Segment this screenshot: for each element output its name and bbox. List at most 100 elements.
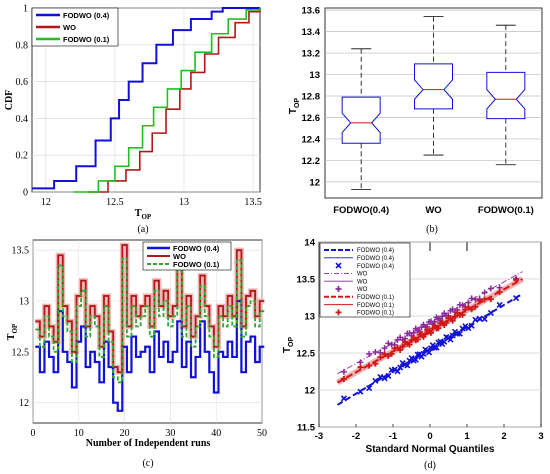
panel-a-legend-label-3: FODWO (0.1) <box>63 35 110 44</box>
panel-d-legend-label: FODWO (0.4) <box>357 248 394 254</box>
panel-d-series-1-point <box>468 322 475 329</box>
panel-c-series-3-line <box>35 257 265 384</box>
panel-d-legend-label: FODWO (0.1) <box>357 311 394 317</box>
panel-c-x-tick-label: 10 <box>74 428 84 439</box>
panel-a-x-tick-label: 12 <box>41 197 51 208</box>
panel-c-ticks: 0 10 20 30 40 50 12 12.5 13 13.5 <box>12 246 268 439</box>
panel-d-y-tick-label: 13 <box>304 312 315 323</box>
panel-d-y-tick-label: 11.5 <box>297 423 316 434</box>
panel-d-series-1-point <box>447 336 454 343</box>
panel-d-series-3-point <box>366 362 373 369</box>
panel-b-box-2 <box>414 63 453 110</box>
panel-a-y-tick-label: 0.4 <box>16 114 29 125</box>
panel-b-y-tick-label: 13.4 <box>302 27 321 38</box>
panel-b-category-label: WO <box>425 205 441 216</box>
panel-c-x-tick-label: 50 <box>257 428 267 439</box>
panel-a-y-tick-label: 0.2 <box>16 151 29 162</box>
panel-d-series-3-point <box>340 375 347 382</box>
panel-a-x-tick-label: 13.5 <box>244 197 262 208</box>
panel-a-cdf-chart: 12 12.5 13 13.5 0 0.2 0.4 0.6 0.8 1 FODWO (0.4) W… <box>4 4 262 236</box>
panel-a-y-axis-label: CDF <box>4 90 15 111</box>
panel-a-y-tick-label: 0.8 <box>16 40 29 51</box>
panel-a-legend-label-1: FODWO (0.4) <box>63 11 110 20</box>
panel-d-x-tick-label: -3 <box>315 431 323 442</box>
panel-d-series-1-point <box>404 362 411 369</box>
panel-d-series-3-point <box>513 277 520 284</box>
panel-d-series-1-point <box>377 373 384 381</box>
panel-b-caption: (b) <box>426 224 438 235</box>
panel-c-y-axis-label: TOP <box>6 323 19 340</box>
panel-b-y-tick-label: 12.8 <box>302 92 321 103</box>
panel-d-series-1-point <box>487 309 494 317</box>
panel-c-legend: FODWO (0.4) WO FODWO (0.1) <box>142 241 232 271</box>
panel-a-legend: FODWO (0.4) WO FODWO (0.1) <box>31 7 119 47</box>
panel-c-series-1-line <box>35 299 265 412</box>
panel-b-y-tick-label: 13.2 <box>302 49 321 60</box>
panel-d-series-1-point <box>472 316 479 323</box>
panel-d-y-tick-label: 12 <box>304 386 315 397</box>
panel-d-series-1-point <box>372 377 379 384</box>
panel-a-legend-label-2: WO <box>63 23 76 32</box>
panel-b-y-tick-label: 13 <box>309 70 320 81</box>
panel-d-series-3-point <box>443 319 450 326</box>
panel-c-series-2-line <box>35 244 265 374</box>
panel-a-x-axis-label: TOP <box>135 208 152 221</box>
panel-d-x-axis-label: Standard Normal Quantiles <box>366 444 495 455</box>
panel-d-series-1-point <box>397 364 404 371</box>
panel-a-y-tick-label: 0 <box>23 188 28 199</box>
panel-c-series-lines <box>35 242 265 412</box>
panel-d-x-tick-label: 1 <box>464 431 470 442</box>
panel-d-series-1-point <box>476 315 483 322</box>
panel-d-x-tick-label: -2 <box>352 431 360 442</box>
panel-d-series-3-point <box>414 336 421 343</box>
panel-c-y-tick-label: 13 <box>19 297 29 308</box>
panel-d-series-1-point <box>496 301 503 309</box>
panel-d-legend-label: FODWO (0.1) <box>357 303 394 309</box>
panel-a-series-3-line <box>73 8 261 193</box>
panel-d-y-tick-label: 13.5 <box>297 275 316 286</box>
panel-d-series-3-point <box>476 297 483 304</box>
panel-b-y-tick-label: 12.6 <box>302 113 321 124</box>
panel-d-series-3-point <box>385 352 392 359</box>
panel-d-x-tick-label: 0 <box>427 431 432 442</box>
panel-b-category-label: FODWO(0.1) <box>478 205 534 216</box>
panel-d-series-1-point <box>513 295 520 302</box>
panel-d-series-3-point <box>381 351 388 358</box>
panel-d-series-3-point <box>422 331 429 338</box>
panel-d-y-tick-label: 12.5 <box>297 349 316 360</box>
panel-d-series-1-point <box>357 388 364 395</box>
panel-d-series-3-point <box>472 303 479 310</box>
panel-d-series-1-point <box>385 372 392 379</box>
panel-b-y-tick-label: 12.2 <box>302 156 321 167</box>
panel-b-box-3 <box>486 71 526 120</box>
panel-d-series-3-point <box>372 360 379 367</box>
panel-d-series-3-point <box>487 296 494 303</box>
panel-d-series-3-point <box>399 343 406 350</box>
panel-d-legend-label: WO <box>357 272 368 278</box>
panel-a-y-tick-label: 1 <box>23 4 28 15</box>
panel-d-legend-swatch <box>335 262 342 269</box>
panel-d-series-3-point <box>435 325 442 332</box>
panel-d-legend-label: WO <box>357 279 368 285</box>
panel-a-ticks: 12 12.5 13 13.5 0 0.2 0.4 0.6 0.8 1 <box>16 4 262 209</box>
panel-c-y-tick-label: 12 <box>19 398 29 409</box>
panel-c-y-tick-label: 13.5 <box>12 246 30 257</box>
panel-d-legend-label: WO <box>357 287 368 293</box>
panel-d-legend-swatch <box>335 309 342 316</box>
panel-d-legend: FODWO (0.4)FODWO (0.4)FODWO (0.4)WOWOWOF… <box>319 242 411 318</box>
panel-d-series-3-point <box>465 304 472 311</box>
panel-d-series-1-point <box>426 349 433 356</box>
panel-a-y-tick-label: 0.6 <box>16 77 29 88</box>
panel-b-boxplot-chart: 12 12.2 12.4 12.6 12.8 13 13.2 13.4 13.6 FODWO(0.… <box>288 6 543 235</box>
panel-d-series-2-point <box>340 368 347 375</box>
panel-d-series-3-point <box>377 354 384 361</box>
panel-c-legend-label-2: WO <box>173 252 186 261</box>
panel-d-legend-label: FODWO (0.4) <box>357 256 394 262</box>
panel-d-series-2-point <box>381 345 388 352</box>
panel-d-series-3-point <box>427 329 434 336</box>
panel-a-series-lines <box>32 7 261 193</box>
panel-b-ticks: 12 12.2 12.4 12.6 12.8 13 13.2 13.4 13.6 FODWO(0.… <box>302 6 534 216</box>
panel-d-series-1-point <box>481 316 488 323</box>
panel-d-series-3-point <box>406 341 413 348</box>
